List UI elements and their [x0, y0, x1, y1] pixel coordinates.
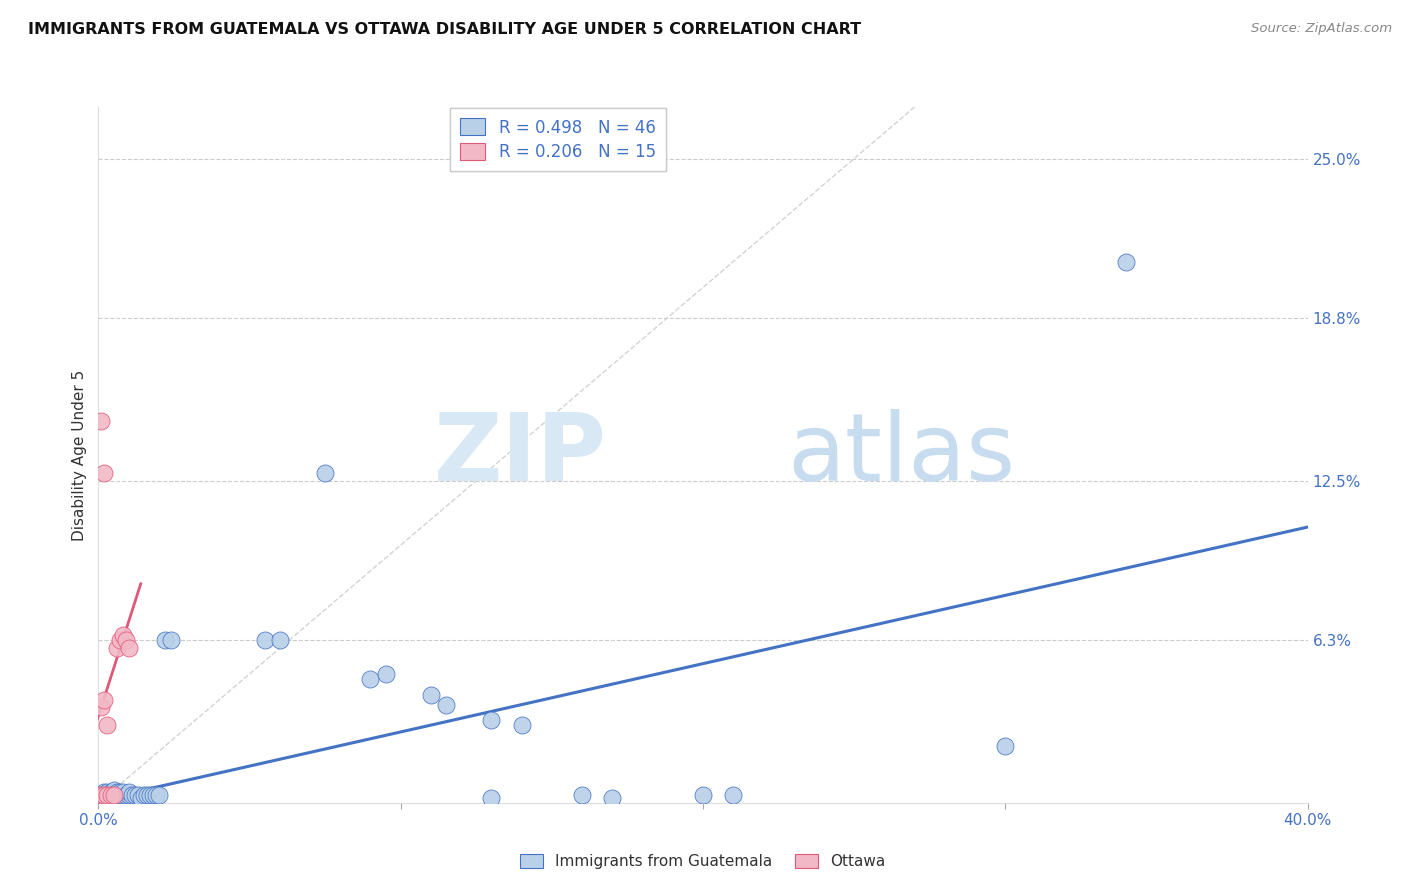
- Point: [571, 788, 593, 802]
- Point: [103, 788, 125, 802]
- Point: [129, 790, 152, 805]
- Point: [100, 785, 122, 799]
- Point: [90, 788, 112, 802]
- Point: [510, 718, 533, 732]
- Point: [111, 785, 134, 799]
- Y-axis label: Disability Age Under 5: Disability Age Under 5: [72, 369, 87, 541]
- Point: [142, 788, 165, 802]
- Point: [108, 633, 131, 648]
- Point: [481, 790, 503, 805]
- Point: [269, 633, 291, 648]
- Point: [114, 633, 136, 648]
- Point: [692, 788, 714, 802]
- Point: [481, 714, 503, 728]
- Point: [135, 788, 157, 802]
- Point: [96, 785, 118, 799]
- Point: [360, 672, 382, 686]
- Point: [153, 633, 176, 648]
- Point: [132, 788, 155, 802]
- Point: [253, 633, 276, 648]
- Point: [93, 785, 115, 799]
- Point: [93, 466, 115, 480]
- Point: [374, 667, 396, 681]
- Legend: Immigrants from Guatemala, Ottawa: Immigrants from Guatemala, Ottawa: [515, 848, 891, 875]
- Text: IMMIGRANTS FROM GUATEMALA VS OTTAWA DISABILITY AGE UNDER 5 CORRELATION CHART: IMMIGRANTS FROM GUATEMALA VS OTTAWA DISA…: [28, 22, 862, 37]
- Point: [90, 700, 112, 714]
- Point: [314, 466, 336, 480]
- Point: [111, 628, 134, 642]
- Point: [90, 414, 112, 428]
- Legend: R = 0.498   N = 46, R = 0.206   N = 15: R = 0.498 N = 46, R = 0.206 N = 15: [450, 109, 665, 171]
- Point: [93, 788, 115, 802]
- Point: [139, 788, 162, 802]
- Point: [96, 788, 118, 802]
- Point: [127, 788, 149, 802]
- Point: [994, 739, 1017, 753]
- Point: [145, 788, 167, 802]
- Point: [105, 785, 128, 799]
- Point: [148, 788, 170, 802]
- Point: [105, 641, 128, 656]
- Text: Source: ZipAtlas.com: Source: ZipAtlas.com: [1251, 22, 1392, 36]
- Point: [118, 785, 141, 799]
- Text: ZIP: ZIP: [433, 409, 606, 501]
- Point: [100, 788, 122, 802]
- Point: [434, 698, 457, 712]
- Point: [90, 788, 112, 802]
- Point: [108, 788, 131, 802]
- Point: [93, 788, 115, 802]
- Text: atlas: atlas: [787, 409, 1017, 501]
- Point: [105, 788, 128, 802]
- Point: [723, 788, 745, 802]
- Point: [103, 783, 125, 797]
- Point: [96, 718, 118, 732]
- Point: [124, 788, 146, 802]
- Point: [121, 788, 143, 802]
- Point: [118, 641, 141, 656]
- Point: [93, 692, 115, 706]
- Point: [114, 788, 136, 802]
- Point: [160, 633, 183, 648]
- Point: [602, 790, 624, 805]
- Point: [100, 788, 122, 802]
- Point: [108, 785, 131, 799]
- Point: [118, 788, 141, 802]
- Point: [103, 788, 125, 802]
- Point: [96, 788, 118, 802]
- Point: [111, 788, 134, 802]
- Point: [1115, 254, 1137, 268]
- Point: [420, 688, 443, 702]
